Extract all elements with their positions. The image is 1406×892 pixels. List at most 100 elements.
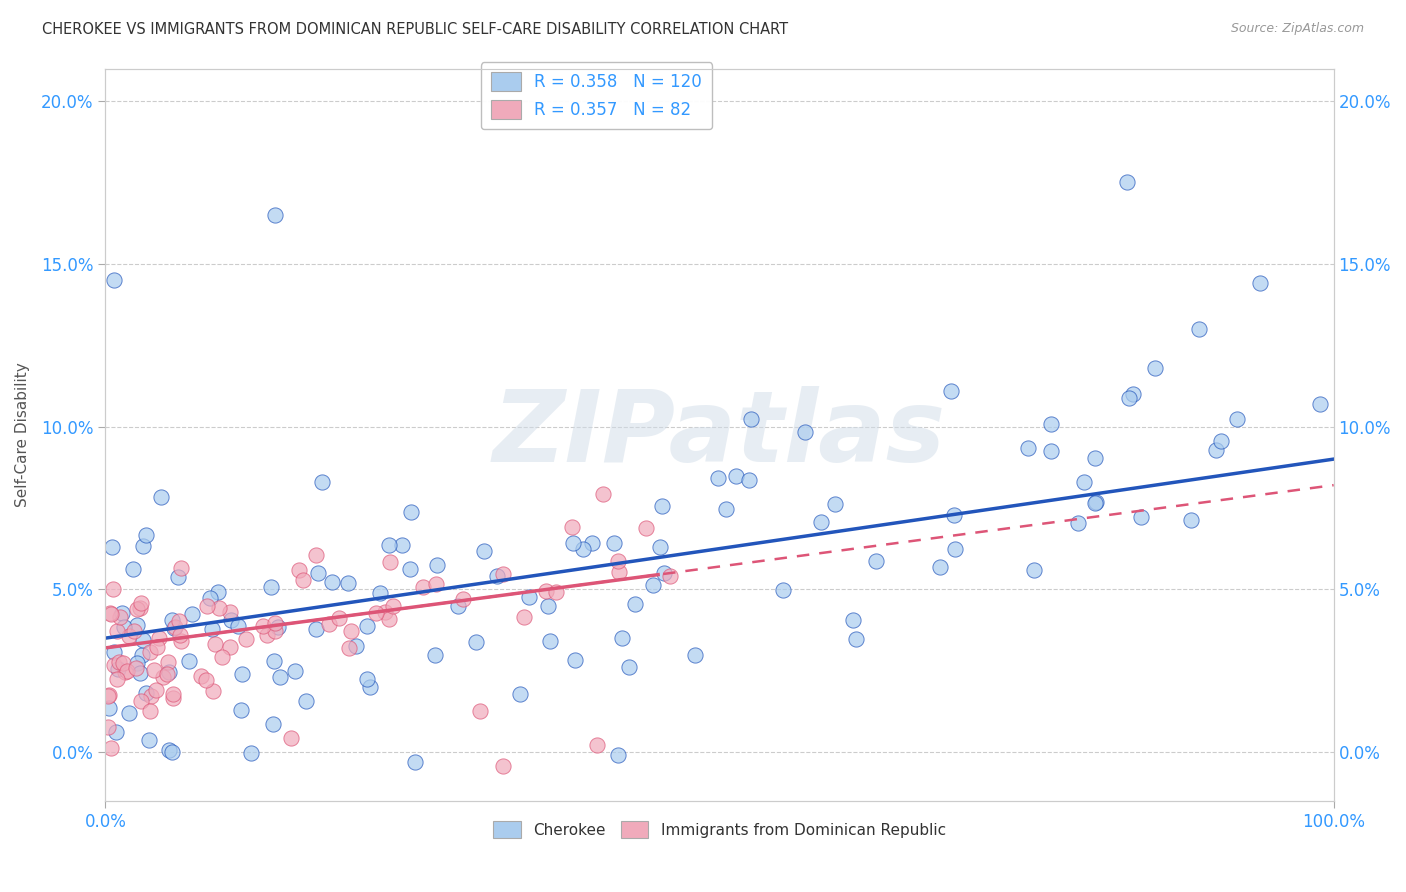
Point [1084, 495, 1107, 509]
Point [716, 502, 738, 516]
Point [105, 724, 128, 739]
Point [135, 686, 157, 700]
Point [538, 633, 561, 648]
Point [198, 591, 221, 606]
Point [202, 684, 225, 698]
Point [125, 602, 148, 616]
Point [105, 624, 128, 639]
Point [370, 586, 392, 600]
Point [685, 648, 707, 662]
Point [474, 544, 496, 558]
Point [262, 716, 284, 731]
Point [1083, 496, 1105, 510]
Point [118, 706, 141, 721]
Point [652, 566, 675, 581]
Point [1118, 392, 1140, 406]
Point [377, 538, 399, 552]
Point [339, 624, 361, 638]
Point [105, 672, 128, 686]
Point [537, 599, 560, 613]
Point [572, 541, 595, 556]
Text: Source: ZipAtlas.com: Source: ZipAtlas.com [1230, 22, 1364, 36]
Point [810, 516, 832, 530]
Point [426, 558, 449, 573]
Point [141, 689, 163, 703]
Point [337, 575, 360, 590]
Point [263, 654, 285, 668]
Point [381, 599, 404, 614]
Point [603, 536, 626, 550]
Point [179, 654, 201, 668]
Point [129, 600, 152, 615]
Point [929, 559, 952, 574]
Point [1309, 397, 1331, 411]
Point [112, 657, 135, 671]
Point [169, 628, 191, 642]
Point [111, 606, 134, 620]
Point [513, 610, 536, 624]
Point [103, 645, 125, 659]
Point [180, 607, 202, 621]
Point [845, 632, 868, 647]
Point [132, 633, 155, 648]
Point [1116, 176, 1139, 190]
Point [204, 637, 226, 651]
Point [97, 689, 120, 703]
Point [939, 384, 962, 398]
Point [260, 580, 283, 594]
Point [201, 622, 224, 636]
Point [617, 660, 640, 674]
Point [103, 658, 125, 673]
Point [98, 701, 121, 715]
Point [486, 569, 509, 583]
Point [114, 665, 136, 679]
Point [492, 566, 515, 581]
Point [162, 613, 184, 627]
Point [398, 562, 420, 576]
Point [129, 694, 152, 708]
Point [138, 733, 160, 747]
Point [125, 618, 148, 632]
Point [112, 619, 135, 633]
Point [235, 632, 257, 646]
Point [145, 640, 167, 655]
Point [305, 548, 328, 562]
Point [163, 621, 186, 635]
Point [425, 577, 447, 591]
Point [1040, 444, 1063, 458]
Point [157, 743, 180, 757]
Point [517, 590, 540, 604]
Point [1188, 322, 1211, 336]
Point [135, 528, 157, 542]
Point [399, 505, 422, 519]
Point [263, 616, 285, 631]
Point [103, 273, 125, 287]
Point [267, 620, 290, 634]
Point [207, 585, 229, 599]
Point [229, 703, 252, 717]
Point [447, 599, 470, 613]
Point [157, 665, 180, 679]
Point [423, 648, 446, 663]
Point [167, 615, 190, 629]
Point [167, 570, 190, 584]
Point [1067, 516, 1090, 531]
Legend: Cherokee, Immigrants from Dominican Republic: Cherokee, Immigrants from Dominican Repu… [488, 814, 952, 845]
Point [943, 508, 966, 522]
Point [194, 673, 217, 688]
Point [139, 645, 162, 659]
Point [100, 740, 122, 755]
Point [98, 606, 121, 620]
Point [128, 665, 150, 680]
Point [162, 690, 184, 705]
Point [156, 667, 179, 681]
Point [231, 666, 253, 681]
Point [256, 628, 278, 642]
Point [107, 662, 129, 676]
Point [344, 640, 367, 654]
Point [606, 747, 628, 762]
Point [228, 619, 250, 633]
Point [103, 582, 125, 596]
Point [1226, 412, 1249, 426]
Point [108, 655, 131, 669]
